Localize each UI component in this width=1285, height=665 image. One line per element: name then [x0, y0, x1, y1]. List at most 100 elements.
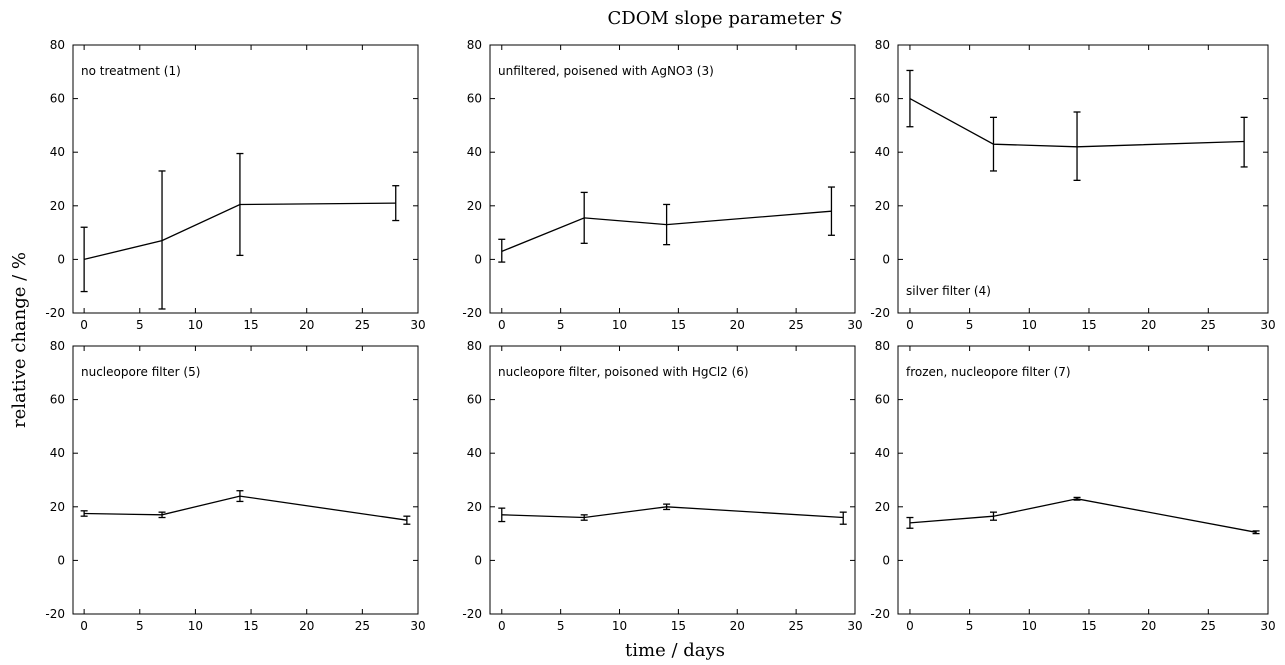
- y-tick-label-3: 40: [875, 145, 890, 159]
- panel-4: 0 5 10 15 20 25 30 -20 0 20 40 60 80 nucleopore filte…: [45, 339, 425, 633]
- panel-label-4: nucleopore filter (5): [81, 365, 200, 379]
- error-bar-2-3: [663, 203, 671, 246]
- x-tick-label-3: 5: [966, 318, 974, 332]
- y-tick-label-6: -20: [870, 607, 890, 621]
- panel-2: 0 5 10 15 20 25 30 -20 0 20 40 60 80 unfiltered, pois…: [462, 38, 862, 332]
- y-tick-label-1: 80: [50, 38, 65, 52]
- error-bar-1-2: [158, 170, 166, 310]
- error-bar-2-1: [498, 238, 506, 263]
- y-tick-label-1: 60: [50, 92, 65, 106]
- error-bar-2-4: [827, 186, 835, 236]
- x-tick-label-3: 25: [1201, 318, 1216, 332]
- x-tick-label-2: 5: [557, 318, 565, 332]
- x-tick-label-3: 20: [1141, 318, 1156, 332]
- y-tick-label-1: 20: [50, 199, 65, 213]
- x-tick-label-3: 10: [1022, 318, 1037, 332]
- panel-label-6: frozen, nucleopore filter (7): [906, 365, 1071, 379]
- y-tick-label-3: 20: [875, 199, 890, 213]
- error-bar-6-4: [1252, 530, 1260, 535]
- y-tick-label-5: 0: [474, 553, 482, 567]
- x-tick-label-3: 0: [906, 318, 914, 332]
- error-bar-3-1: [906, 69, 914, 128]
- x-tick-label-2: 25: [788, 318, 803, 332]
- x-tick-label-6: 10: [1022, 619, 1037, 633]
- x-tick-label-6: 30: [1260, 619, 1275, 633]
- series-line-3: [909, 98, 1245, 148]
- x-tick-label-3: 15: [1081, 318, 1096, 332]
- x-tick-label-6: 15: [1081, 619, 1096, 633]
- y-tick-label-1: -20: [45, 306, 65, 320]
- plot-frame-6: [897, 345, 1269, 615]
- y-tick-label-5: -20: [462, 607, 482, 621]
- error-bar-5-2: [580, 514, 588, 521]
- y-tick-label-2: 0: [474, 252, 482, 266]
- y-tick-label-2: 20: [467, 199, 482, 213]
- y-tick-label-6: 0: [882, 553, 890, 567]
- y-tick-label-4: -20: [45, 607, 65, 621]
- error-bar-3-2: [989, 116, 997, 172]
- plot-frame-4: [72, 345, 419, 615]
- y-tick-label-3: 0: [882, 252, 890, 266]
- plot-frame-2: [489, 44, 856, 314]
- x-tick-label-5: 30: [847, 619, 862, 633]
- y-tick-label-5: 80: [467, 339, 482, 353]
- y-tick-label-4: 80: [50, 339, 65, 353]
- series-line-5: [501, 506, 844, 519]
- x-tick-label-6: 0: [906, 619, 914, 633]
- y-tick-label-2: 60: [467, 92, 482, 106]
- error-bar-5-3: [663, 503, 671, 511]
- y-tick-label-2: 40: [467, 145, 482, 159]
- error-bar-1-3: [236, 152, 244, 257]
- error-bar-5-1: [498, 507, 506, 523]
- figure-title-text: CDOM slope parameter: [608, 8, 825, 29]
- figure-title-symbol: S: [830, 8, 842, 29]
- error-bar-3-3: [1073, 111, 1081, 181]
- x-axis-title: time / days: [625, 640, 725, 661]
- x-tick-label-5: 5: [557, 619, 565, 633]
- error-bar-3-4: [1240, 116, 1248, 168]
- y-tick-label-6: 80: [875, 339, 890, 353]
- y-tick-label-3: 80: [875, 38, 890, 52]
- panel-label-3: silver filter (4): [906, 284, 991, 298]
- error-bar-4-4: [403, 515, 411, 525]
- y-tick-label-3: 60: [875, 92, 890, 106]
- x-tick-label-5: 15: [671, 619, 686, 633]
- x-tick-label-2: 15: [671, 318, 686, 332]
- x-tick-label-1: 10: [188, 318, 203, 332]
- y-tick-label-1: 0: [57, 252, 65, 266]
- x-tick-label-6: 5: [966, 619, 974, 633]
- y-tick-label-5: 20: [467, 500, 482, 514]
- error-bar-4-2: [158, 511, 166, 519]
- x-tick-label-5: 20: [730, 619, 745, 633]
- panel-5: 0 5 10 15 20 25 30 -20 0 20 40 60 80 nucleopore filte…: [462, 339, 862, 633]
- y-tick-label-2: 80: [467, 38, 482, 52]
- x-tick-label-4: 20: [299, 619, 314, 633]
- series-line-4: [84, 495, 407, 521]
- x-tick-label-1: 20: [299, 318, 314, 332]
- x-tick-label-5: 25: [788, 619, 803, 633]
- y-tick-label-4: 20: [50, 500, 65, 514]
- series-line-2: [501, 210, 832, 253]
- error-bar-1-4: [392, 185, 400, 222]
- error-bar-6-1: [906, 516, 914, 529]
- y-axis-title: relative change / %: [9, 252, 30, 428]
- y-tick-label-2: -20: [462, 306, 482, 320]
- y-tick-label-6: 40: [875, 446, 890, 460]
- error-bar-5-4: [839, 511, 847, 525]
- x-tick-label-1: 25: [355, 318, 370, 332]
- plot-frame-3: [897, 44, 1269, 314]
- figure-title: CDOM slope parameter S: [608, 8, 843, 29]
- error-bar-1-1: [80, 226, 88, 293]
- error-bar-6-3: [1073, 496, 1081, 501]
- panel-label-5: nucleopore filter, poisoned with HgCl2 (…: [498, 365, 749, 379]
- error-bar-4-3: [236, 490, 244, 503]
- panel-6: 0 5 10 15 20 25 30 -20 0 20 40 60 80 frozen, nucleopo…: [870, 339, 1275, 633]
- x-tick-label-1: 0: [80, 318, 88, 332]
- panels-group: 0 5 10 15 20 25 30 -20 0 20 40 60 80 no treatment (1)…: [45, 38, 1275, 633]
- error-bar-6-2: [989, 511, 997, 521]
- plot-frame-5: [489, 345, 856, 615]
- x-tick-label-6: 20: [1141, 619, 1156, 633]
- x-tick-label-4: 30: [410, 619, 425, 633]
- y-tick-label-6: 60: [875, 393, 890, 407]
